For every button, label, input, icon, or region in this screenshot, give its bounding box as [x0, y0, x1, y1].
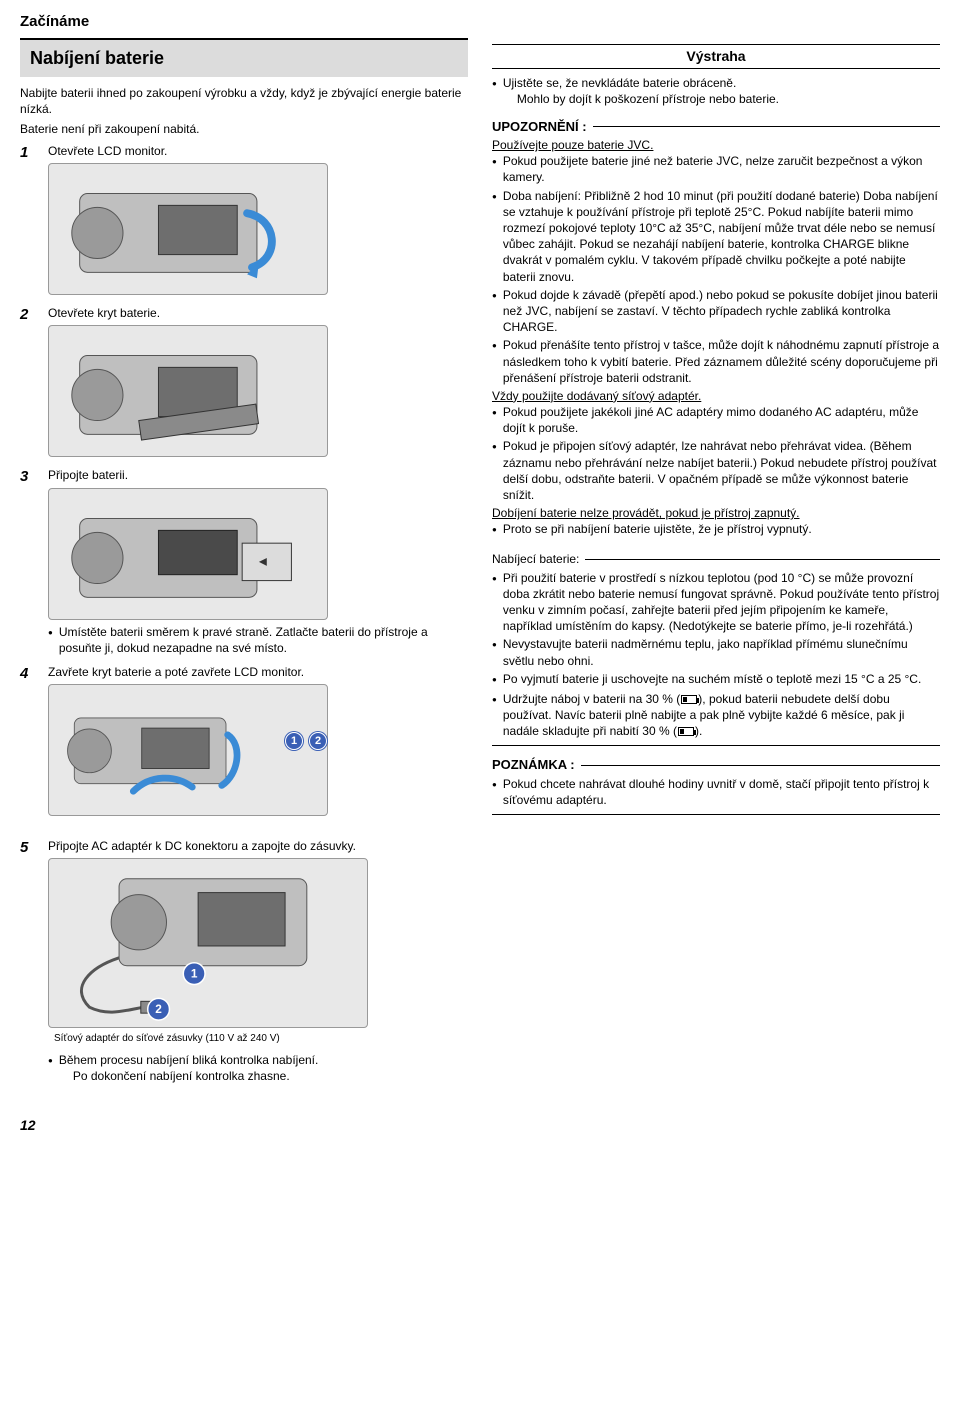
warning-list: Ujistěte se, že nevkládáte baterie obrác… [492, 75, 940, 107]
step-number: 4 [20, 664, 38, 820]
step-number: 1 [20, 143, 38, 299]
step-5-caption: Síťový adaptér do síťové zásuvky (110 V … [54, 1032, 940, 1046]
camera-open-cover-icon [49, 326, 327, 456]
caution-heading: UPOZORNĚNÍ : [492, 118, 940, 136]
step-4-label: Zavřete kryt baterie a poté zavřete LCD … [48, 664, 468, 680]
step-5-note: Během procesu nabíjení bliká kontrolka n… [48, 1052, 940, 1084]
battery-30-icon [681, 695, 697, 704]
caution-lead: Používejte pouze baterie JVC. [492, 137, 940, 153]
left-column: Nabíjení baterie Nabijte baterii ihned p… [20, 38, 468, 820]
recharge-item: Při použití baterie v prostředí s nízkou… [503, 570, 940, 635]
recharge-list: Při použití baterie v prostředí s nízkou… [492, 570, 940, 740]
recharge-title: Nabíjecí baterie: [492, 551, 579, 567]
step-1: 1 Otevřete LCD monitor. [20, 143, 468, 299]
illustration-step-2 [48, 325, 328, 457]
caution-list-2: Pokud použijete jakékoli jiné AC adaptér… [492, 404, 940, 503]
warning-heading: Výstraha [492, 44, 940, 69]
camera-open-lcd-icon [49, 164, 327, 294]
camera-ac-adapter-icon: 1 2 [49, 859, 367, 1027]
illustration-step-4: 1 2 [48, 684, 328, 816]
caution-title: UPOZORNĚNÍ : [492, 118, 587, 136]
caution-item: Pokud dojde k závadě (přepětí apod.) neb… [503, 287, 940, 336]
step-number: 2 [20, 305, 38, 461]
svg-text:2: 2 [155, 1003, 162, 1017]
illustration-step-3 [48, 488, 328, 620]
step-3-note-text: Umístěte baterii směrem k pravé straně. … [59, 624, 468, 656]
warning-item: Ujistěte se, že nevkládáte baterie obrác… [503, 75, 940, 107]
caution-item: Pokud použijete jakékoli jiné AC adaptér… [503, 404, 940, 436]
memo-list: Pokud chcete nahrávat dlouhé hodiny uvni… [492, 776, 940, 808]
caution-nocharge-underline: Dobíjení baterie nelze provádět, pokud j… [492, 505, 940, 521]
rule-icon [492, 814, 940, 815]
step-5-note-text: Během procesu nabíjení bliká kontrolka n… [59, 1052, 940, 1084]
caution-list-1: Pokud použijete baterie jiné než baterie… [492, 153, 940, 386]
battery-30-icon [678, 727, 694, 736]
caution-item: Pokud použijete baterie jiné než baterie… [503, 153, 940, 185]
callout-1-icon: 1 [285, 732, 303, 750]
illustration-step-1 [48, 163, 328, 295]
rule-icon [581, 765, 940, 766]
step-4: 4 Zavřete kryt baterie a poté zavřete LC… [20, 664, 468, 820]
illustration-step-5: 1 2 [48, 858, 368, 1028]
svg-text:1: 1 [191, 967, 198, 981]
two-column-layout: Nabíjení baterie Nabijte baterii ihned p… [20, 38, 940, 820]
step-1-label: Otevřete LCD monitor. [48, 143, 468, 159]
caution-mid-underline: Vždy použijte dodávaný síťový adaptér. [492, 388, 940, 404]
caution-item: Proto se při nabíjení baterie ujistěte, … [503, 521, 940, 539]
camera-close-icon [49, 685, 285, 815]
step-3: 3 Připojte baterii. Umístěte baterii smě… [20, 467, 468, 658]
rule-icon [585, 559, 940, 560]
caution-item: Pokud je připojen síťový adaptér, lze na… [503, 438, 940, 503]
memo-heading: POZNÁMKA : [492, 756, 940, 774]
memo-item: Pokud chcete nahrávat dlouhé hodiny uvni… [503, 776, 940, 808]
recharge-item: Nevystavujte baterii nadměrnému teplu, j… [503, 636, 940, 668]
step-5-label: Připojte AC adaptér k DC konektoru a zap… [48, 838, 940, 854]
camera-insert-battery-icon [49, 489, 327, 619]
recharge-heading: Nabíjecí baterie: [492, 551, 940, 567]
section-title: Nabíjení baterie [20, 38, 468, 76]
step-3-note: Umístěte baterii směrem k pravé straně. … [48, 624, 468, 656]
memo-title: POZNÁMKA : [492, 756, 575, 774]
caution-list-3: Proto se při nabíjení baterie ujistěte, … [492, 521, 940, 539]
intro-line-2: Baterie není při zakoupení nabitá. [20, 121, 468, 137]
step-number: 5 [20, 838, 38, 1086]
chapter-heading: Začínáme [20, 12, 940, 32]
page-number: 12 [20, 1116, 940, 1135]
step-5: 5 Připojte AC adaptér k DC konektoru a z… [20, 838, 940, 1086]
recharge-item-battery: Udržujte náboj v baterii na 30 % (), pok… [503, 691, 940, 740]
intro-line-1: Nabijte baterii ihned po zakoupení výrob… [20, 85, 468, 117]
caution-item: Pokud přenášíte tento přístroj v tašce, … [503, 337, 940, 386]
callout-2-icon: 2 [309, 732, 327, 750]
caution-item: Doba nabíjení: Přibližně 2 hod 10 minut … [503, 188, 940, 285]
step-2-label: Otevřete kryt baterie. [48, 305, 468, 321]
right-column: Výstraha Ujistěte se, že nevkládáte bate… [492, 38, 940, 820]
rule-icon [492, 745, 940, 746]
rule-icon [593, 126, 940, 127]
step-3-label: Připojte baterii. [48, 467, 468, 483]
recharge-item: Po vyjmutí baterie ji uschovejte na such… [503, 671, 940, 689]
step-2: 2 Otevřete kryt baterie. [20, 305, 468, 461]
step-number: 3 [20, 467, 38, 658]
